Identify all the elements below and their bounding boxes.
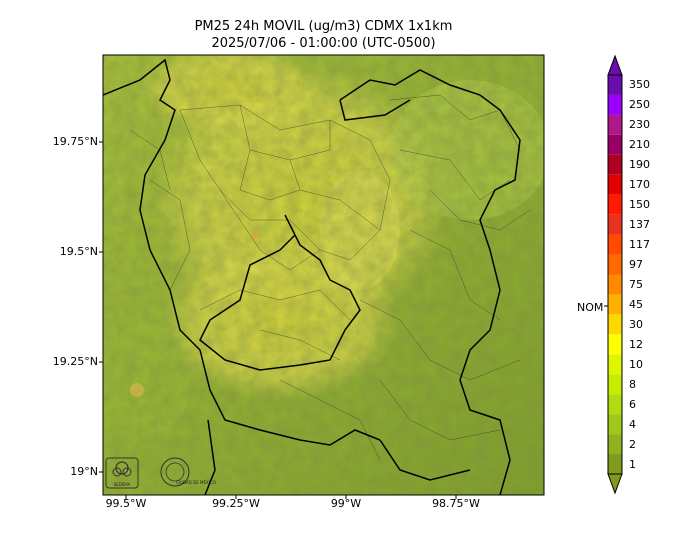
colorbar-bottom-arrow	[607, 473, 623, 495]
colorbar-segment	[608, 254, 622, 275]
map-subtitle-timestamp: 2025/07/06 - 01:00:00 (UTC-0500)	[211, 36, 436, 51]
colorbar-segment	[608, 114, 622, 135]
colorbar-segment	[608, 314, 622, 335]
colorbar-label: 190	[629, 158, 650, 172]
colorbar-segment	[608, 134, 622, 155]
colorbar-label: 210	[629, 138, 650, 152]
colorbar-label: 30	[629, 317, 643, 331]
colorbar-segment	[608, 394, 622, 415]
sedema-logo: SEDEMA	[105, 457, 139, 489]
colorbar-segment	[608, 194, 622, 215]
colorbar-label: 45	[629, 297, 643, 311]
lat-label-19-75: 19.75°N	[52, 135, 98, 148]
cdmx-logo: CIUDAD DE MÉXICO	[160, 457, 216, 487]
colorbar-segment	[608, 94, 622, 115]
colorbar-label: 97	[629, 258, 643, 272]
colorbar-label: 230	[629, 118, 650, 132]
state-boundaries	[103, 58, 521, 495]
map-terrain	[103, 55, 544, 495]
colorbar-segment	[608, 434, 622, 455]
colorbar-label: 10	[629, 357, 643, 371]
colorbar-label: 8	[629, 377, 636, 391]
colorbar-segment	[608, 174, 622, 195]
colorbar-label: 6	[629, 397, 636, 411]
colorbar-label: 150	[629, 198, 650, 212]
colorbar-top-arrow	[607, 54, 623, 76]
colorbar-segment	[608, 354, 622, 375]
colorbar-label: 2	[629, 437, 636, 451]
colorbar-label: 1	[629, 457, 636, 471]
lat-label-19: 19°N	[70, 465, 98, 478]
colorbar-segment	[608, 214, 622, 235]
colorbar-label: 4	[629, 417, 636, 431]
colorbar-label: 12	[629, 337, 643, 351]
colorbar-segment	[608, 374, 622, 395]
lat-label-19-5: 19.5°N	[59, 245, 98, 258]
lon-label-99-25: 99.25°W	[212, 497, 260, 510]
lat-label-19-25: 19.25°N	[52, 355, 98, 368]
colorbar-label: 75	[629, 277, 643, 291]
colorbar-segment	[608, 234, 622, 255]
map-frame	[102, 54, 545, 496]
colorbar-segment	[608, 294, 622, 315]
colorbar-segment	[608, 454, 622, 474]
colorbar-segment	[608, 274, 622, 295]
colorbar-segment	[608, 75, 622, 95]
map-title: PM25 24h MOVIL (ug/m3) CDMX 1x1km	[194, 19, 453, 34]
colorbar-label: 137	[629, 218, 650, 232]
lon-label-98-75: 98.75°W	[432, 497, 480, 510]
sedema-logo-text: SEDEMA	[114, 482, 131, 487]
colorbar-segment	[608, 154, 622, 175]
colorbar-label: 170	[629, 178, 650, 192]
cdmx-logo-text: CIUDAD DE MÉXICO	[176, 480, 216, 485]
colorbar-label: 250	[629, 98, 650, 112]
colorbar-label: 350	[629, 78, 650, 92]
colorbar-segment	[608, 414, 622, 435]
colorbar-label: 117	[629, 238, 650, 252]
colorbar-segment	[608, 334, 622, 355]
lon-label-99-5: 99.5°W	[105, 497, 147, 510]
nom-reference-label: NOM	[577, 301, 604, 314]
lon-label-99: 99°W	[330, 497, 362, 510]
municipal-boundaries	[129, 94, 531, 461]
